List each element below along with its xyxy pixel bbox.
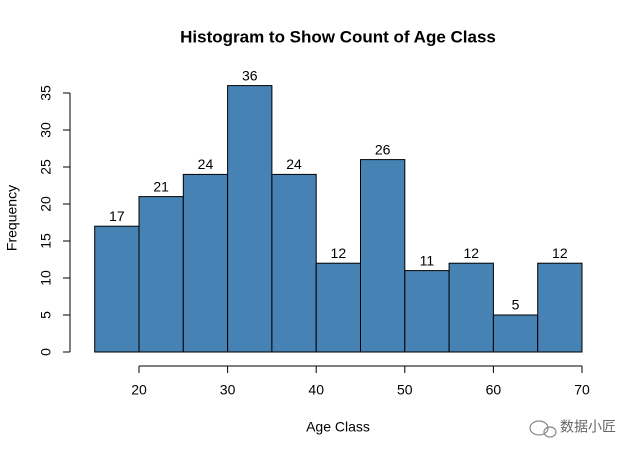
value-label: 12 (463, 245, 479, 261)
chart-title: Histogram to Show Count of Age Class (180, 27, 496, 46)
x-tick-label: 50 (397, 382, 413, 398)
value-label: 26 (375, 141, 391, 157)
value-label: 21 (153, 178, 169, 194)
x-tick-label: 60 (486, 382, 502, 398)
value-label: 24 (198, 156, 214, 172)
value-label: 12 (552, 245, 568, 261)
x-tick-label: 40 (308, 382, 324, 398)
y-tick-label: 5 (38, 311, 54, 319)
y-tick-label: 0 (38, 348, 54, 356)
bar (537, 262, 583, 353)
watermark: 数据小匠 (560, 419, 616, 435)
y-axis-label: Frequency (4, 185, 20, 251)
bar (94, 225, 140, 353)
bar (404, 270, 450, 353)
bar (138, 196, 184, 353)
bar (271, 173, 317, 353)
y-tick-label: 30 (38, 122, 54, 138)
watermark-icon (529, 420, 557, 438)
value-label: 12 (331, 245, 347, 261)
bar (227, 85, 273, 353)
y-tick-label: 10 (38, 270, 54, 286)
bar (182, 173, 229, 353)
bar (315, 262, 362, 353)
y-tick-label: 35 (38, 85, 54, 101)
x-tick-label: 30 (220, 382, 236, 398)
x-tick-label: 70 (574, 382, 590, 398)
value-label: 11 (420, 252, 435, 268)
bar (492, 314, 539, 353)
y-tick-label: 25 (38, 159, 54, 175)
y-tick-label: 20 (38, 196, 54, 212)
x-axis-label: Age Class (306, 419, 370, 435)
value-label: 24 (286, 156, 302, 172)
bar (448, 262, 494, 353)
y-tick-label: 15 (38, 233, 54, 249)
x-tick-label: 20 (131, 382, 147, 398)
bar (360, 159, 406, 353)
value-label: 36 (242, 67, 258, 83)
value-label: 17 (109, 208, 125, 224)
value-label: 5 (512, 297, 520, 313)
